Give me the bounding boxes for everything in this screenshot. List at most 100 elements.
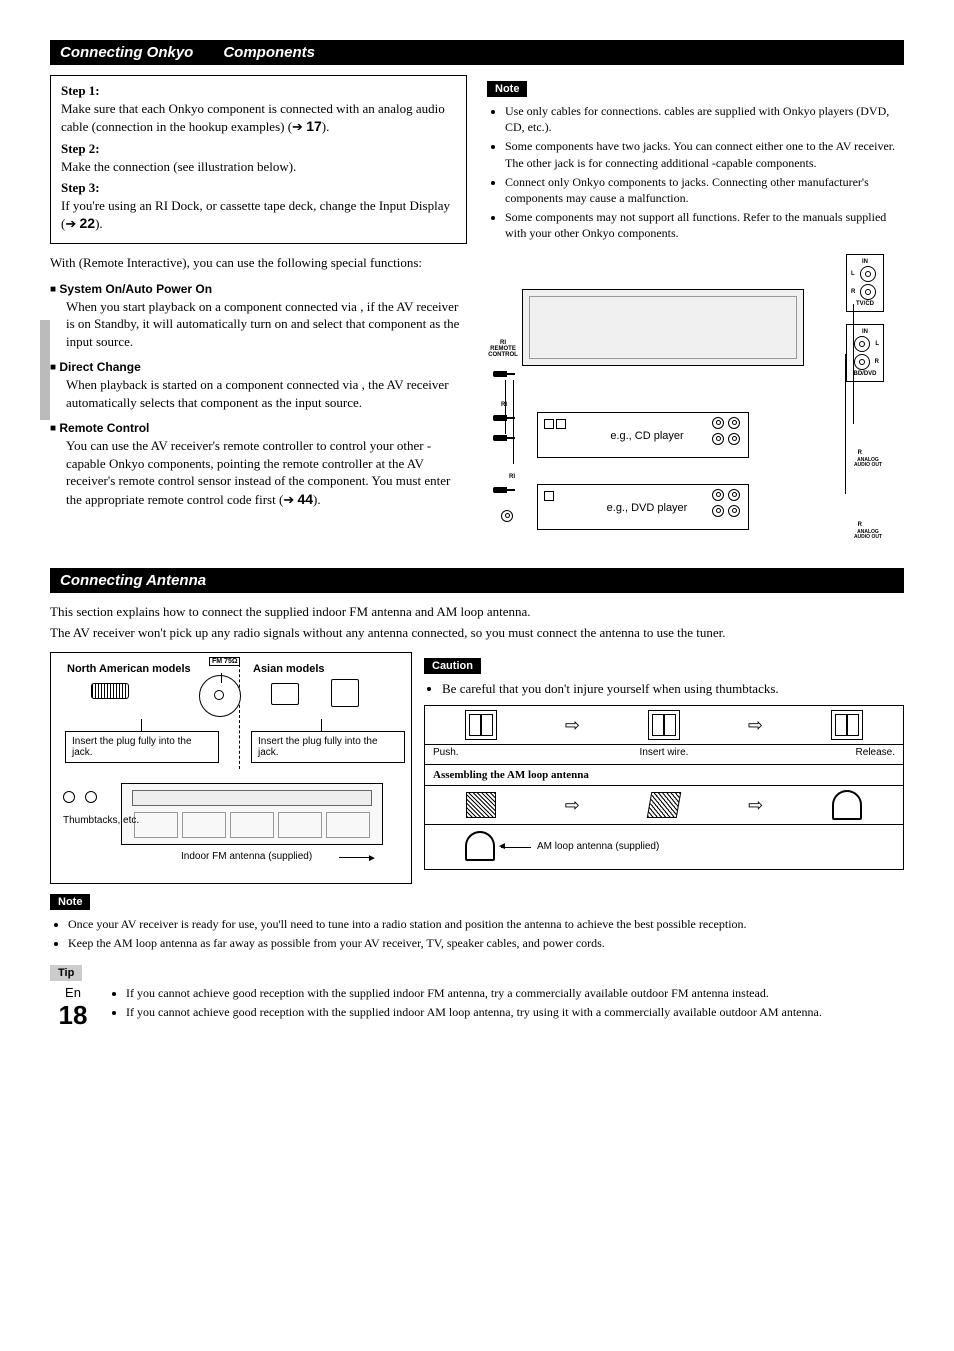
caution-list: Be careful that you don't injure yoursel… [424, 680, 904, 698]
loop-antenna-icon [832, 790, 862, 820]
section1-title-b: Components [223, 44, 315, 61]
antenna-left-diagram: North American models Asian models FM 75… [50, 652, 412, 884]
arrow-icon: ⇨ [565, 795, 580, 816]
thumbtacks-label: Thumbtacks, etc. [63, 815, 139, 826]
step3-body-a: If you're using an RI Dock, or cassette … [61, 198, 450, 232]
loop-antenna-icon [465, 831, 495, 861]
step3-label: Step 3: [61, 180, 100, 195]
bddvd-label: BD/DVD [851, 371, 879, 377]
r-label: R [851, 289, 855, 295]
insert-plug-na: Insert the plug fully into the jack. [65, 731, 219, 763]
l-label: L [851, 271, 855, 277]
ri-intro: With (Remote Interactive), you can use t… [50, 254, 467, 272]
analog-out-label: ANALOG AUDIO OUT [854, 530, 882, 540]
feat1-body: When you start playback on a component c… [66, 298, 467, 351]
insert-plug-asian: Insert the plug fully into the jack. [251, 731, 405, 763]
note-item: Keep the AM loop antenna as far away as … [68, 935, 904, 951]
section2-header: Connecting Antenna [50, 568, 904, 593]
connection-diagram: IN L R TV/CD IN L R BD/DVD RI REMOTE CON… [487, 254, 904, 554]
feat1-heading-text: System On/Auto Power On [59, 282, 212, 296]
tip-list: If you cannot achieve good reception wit… [108, 985, 904, 1023]
assembly-step-icon [466, 792, 496, 818]
note-list-2: Once your AV receiver is ready for use, … [50, 916, 904, 951]
feat2-heading-text: Direct Change [59, 360, 140, 374]
na-models: North American models [67, 663, 191, 675]
r-label: R [858, 450, 862, 456]
terminal-icon [465, 710, 497, 740]
section2-title: Connecting Antenna [60, 572, 206, 589]
ri-plug-icon [493, 412, 517, 424]
note-item: Use only cables for connections. cables … [505, 103, 904, 135]
tip-item: If you cannot achieve good reception wit… [126, 985, 904, 1001]
note-label: Note [487, 81, 527, 97]
arrow-icon: ➔ [292, 119, 303, 134]
r-label: R [875, 359, 879, 365]
feat3-close: ). [313, 492, 321, 507]
note-list-1: Use only cables for connections. cables … [487, 103, 904, 242]
step2-label: Step 2: [61, 141, 100, 156]
feat2-body: When playback is started on a component … [66, 376, 467, 411]
terminal-icon [648, 710, 680, 740]
step1-label: Step 1: [61, 83, 100, 98]
antenna-intro1: This section explains how to connect the… [50, 603, 904, 621]
page-number: 18 [50, 1000, 96, 1031]
antenna-intro2: The AV receiver won't pick up any radio … [50, 624, 904, 642]
push-label: Push. [433, 747, 587, 758]
arrow-icon: ➔ [283, 492, 294, 507]
ri-label: RI [501, 402, 507, 408]
page-ref-17: 17 [306, 118, 322, 134]
assembling-heading: Assembling the AM loop antenna [425, 765, 903, 786]
step2-body: Make the connection (see illustration be… [61, 159, 296, 174]
ri-plug-icon [493, 368, 517, 380]
fm-supplied-label: Indoor FM antenna (supplied) [181, 851, 312, 862]
analog-out-label: ANALOG AUDIO OUT [854, 458, 882, 468]
release-label: Release. [741, 747, 895, 758]
note-label-2: Note [50, 894, 90, 910]
ri-plug-icon [493, 484, 517, 496]
feat3-heading: ■ Remote Control [50, 421, 467, 435]
feat3-body-a: You can use the AV receiver's remote con… [66, 438, 450, 507]
ri-label: RI [509, 474, 515, 480]
asian-models: Asian models [253, 663, 325, 675]
ri-remote-label: RI REMOTE CONTROL [487, 340, 519, 358]
step3-close: ). [95, 216, 103, 231]
dvd-label: e.g., DVD player [587, 502, 707, 514]
step1-body-b: in the hookup examples) ( [156, 119, 292, 134]
feat3-heading-text: Remote Control [59, 421, 149, 435]
insert-wire-label: Insert wire. [587, 747, 741, 758]
receiver-panel [522, 289, 804, 366]
r-label: R [858, 522, 862, 528]
am-assembly-diagram: ⇨ ⇨ Push. Insert wire. Release. Assembli… [424, 705, 904, 870]
feat2-heading: ■ Direct Change [50, 360, 467, 374]
l-label: L [875, 341, 879, 347]
cd-label: e.g., CD player [587, 430, 707, 442]
caution-item: Be careful that you don't injure yoursel… [442, 680, 904, 698]
feat3-body: You can use the AV receiver's remote con… [66, 437, 467, 509]
arrow-icon: ➔ [65, 216, 76, 231]
arrow-icon: ⇨ [565, 715, 580, 736]
section1-header: Connecting Onkyo Components [50, 40, 904, 65]
note-item: Connect only Onkyo components to jacks. … [505, 174, 904, 206]
tip-label: Tip [50, 965, 82, 981]
ri-jack-icon [501, 510, 513, 522]
page-ref-44: 44 [297, 491, 313, 507]
note-item: Once your AV receiver is ready for use, … [68, 916, 904, 932]
steps-box: Step 1: Make sure that each Onkyo compon… [50, 75, 467, 244]
fm75-label: FM 75Ω [209, 657, 240, 666]
am-supplied-label: AM loop antenna (supplied) [537, 841, 659, 852]
section1-title-a: Connecting Onkyo [60, 44, 193, 61]
caution-label: Caution [424, 658, 481, 674]
assembly-step-icon [647, 792, 682, 818]
feat1-heading: ■ System On/Auto Power On [50, 282, 467, 296]
note-item: Some components may not support all func… [505, 209, 904, 241]
side-tab [40, 320, 50, 420]
note-item: Some components have two jacks. You can … [505, 138, 904, 170]
tip-item: If you cannot achieve good reception wit… [126, 1004, 904, 1020]
arrow-icon: ⇨ [748, 795, 763, 816]
terminal-icon [831, 710, 863, 740]
arrow-icon: ⇨ [748, 715, 763, 736]
ri-plug-icon [493, 432, 517, 444]
step1-close: ). [322, 119, 330, 134]
lang-label: En [50, 985, 96, 1000]
page-ref-22: 22 [80, 215, 96, 231]
